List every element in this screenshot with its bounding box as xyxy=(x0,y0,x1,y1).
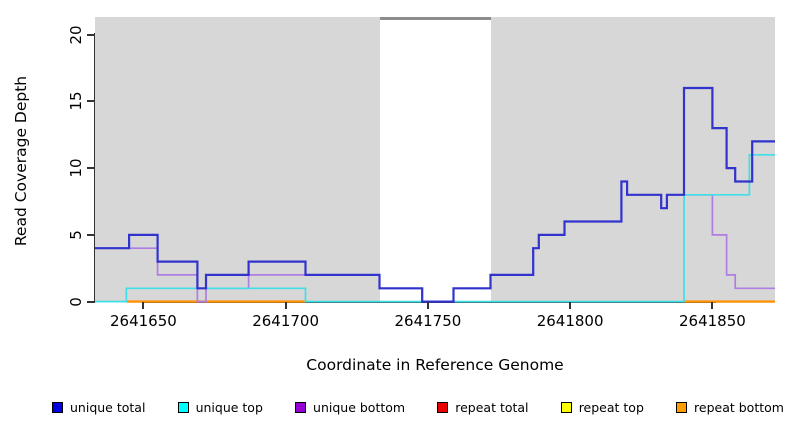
legend-swatch-icon xyxy=(295,402,307,413)
series-unique-top-line xyxy=(95,153,775,303)
y-axis-title: Read Coverage Depth xyxy=(12,75,30,247)
legend-label: unique bottom xyxy=(313,400,406,415)
x-tick-label: 2641650 xyxy=(109,312,177,330)
x-tick xyxy=(142,302,145,309)
legend-label: unique top xyxy=(195,400,263,415)
legend-label: repeat total xyxy=(455,400,529,415)
x-tick xyxy=(284,302,287,309)
y-tick xyxy=(87,33,95,36)
y-tick xyxy=(87,167,95,170)
legend-label: repeat bottom xyxy=(694,400,784,415)
x-tick xyxy=(711,302,714,309)
legend-label: repeat top xyxy=(578,400,644,415)
legend-swatch-icon xyxy=(52,402,63,413)
legend-swatch-icon xyxy=(437,402,449,413)
x-tick-label: 2641800 xyxy=(536,312,604,330)
x-tick-label: 2641700 xyxy=(252,312,319,330)
y-tick-label: 5 xyxy=(67,230,85,240)
gap-region xyxy=(379,17,491,302)
x-axis-title: Coordinate in Reference Genome xyxy=(306,356,564,374)
series-unique-total-line xyxy=(95,86,775,303)
legend-item-unique-total: unique total xyxy=(52,400,145,415)
legend-item-repeat-total: repeat total xyxy=(437,400,529,415)
x-tick-label: 2641750 xyxy=(394,312,462,330)
x-tick xyxy=(569,302,572,309)
y-tick-label: 20 xyxy=(67,25,85,45)
coverage-lines xyxy=(95,86,775,303)
legend-item-repeat-bottom: repeat bottom xyxy=(676,400,784,415)
legend-swatch-icon xyxy=(177,402,189,413)
y-tick xyxy=(87,233,95,236)
legend-swatch-icon xyxy=(676,402,688,413)
plot-area xyxy=(95,17,775,303)
x-tick-label: 2641850 xyxy=(678,312,746,330)
y-tick xyxy=(87,300,95,303)
legend: unique total unique top unique bottom repea… xyxy=(52,400,784,415)
y-tick-label: 10 xyxy=(67,158,85,178)
legend-item-unique-bottom: unique bottom xyxy=(295,400,405,415)
legend-label: unique total xyxy=(70,400,146,415)
y-tick xyxy=(87,100,95,103)
legend-item-unique-top: unique top xyxy=(177,400,263,415)
y-tick-label: 0 xyxy=(67,296,85,307)
legend-swatch-icon xyxy=(560,402,572,413)
legend-item-repeat-top: repeat top xyxy=(560,400,644,415)
x-tick xyxy=(426,302,429,309)
y-tick-label: 15 xyxy=(67,91,85,111)
